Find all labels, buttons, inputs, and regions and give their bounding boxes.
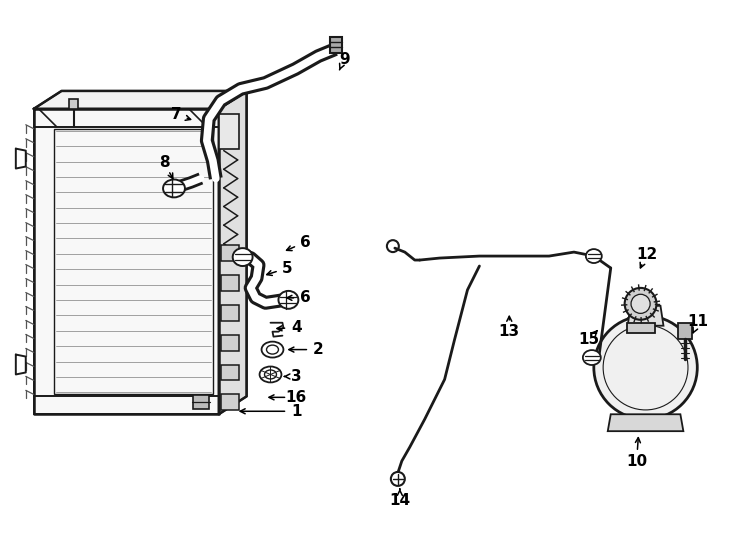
Text: 5: 5 [282,260,293,275]
Ellipse shape [278,291,298,309]
Polygon shape [221,364,239,380]
Circle shape [594,316,697,419]
Text: 16: 16 [286,390,307,405]
Polygon shape [219,91,247,414]
Polygon shape [221,394,239,410]
Ellipse shape [261,342,283,357]
Polygon shape [193,395,208,409]
Text: 13: 13 [498,324,520,339]
Polygon shape [628,306,664,326]
Text: 9: 9 [339,52,349,66]
Ellipse shape [583,350,601,365]
Ellipse shape [586,249,602,263]
Polygon shape [627,323,655,333]
Polygon shape [34,109,219,414]
Text: 11: 11 [688,314,709,329]
Text: 7: 7 [171,107,181,122]
Polygon shape [330,37,342,53]
Text: 6: 6 [300,235,310,249]
Polygon shape [221,335,239,350]
Text: 12: 12 [636,247,657,261]
Circle shape [391,472,405,486]
Text: 1: 1 [291,404,302,418]
Text: 8: 8 [159,155,170,170]
Text: 15: 15 [578,332,600,347]
Polygon shape [68,99,79,109]
Polygon shape [221,275,239,291]
Polygon shape [221,305,239,321]
Circle shape [631,294,650,313]
Polygon shape [221,245,239,261]
Ellipse shape [233,248,252,266]
Text: 2: 2 [313,342,324,357]
Text: 4: 4 [291,320,302,335]
Text: 6: 6 [300,291,310,305]
Text: 10: 10 [626,454,647,469]
Text: 3: 3 [291,369,302,384]
Circle shape [625,288,656,320]
Ellipse shape [163,179,185,198]
Polygon shape [608,414,683,431]
Polygon shape [219,114,239,148]
Polygon shape [678,323,692,339]
Text: 14: 14 [389,494,410,508]
Polygon shape [34,91,247,109]
Ellipse shape [260,367,281,382]
